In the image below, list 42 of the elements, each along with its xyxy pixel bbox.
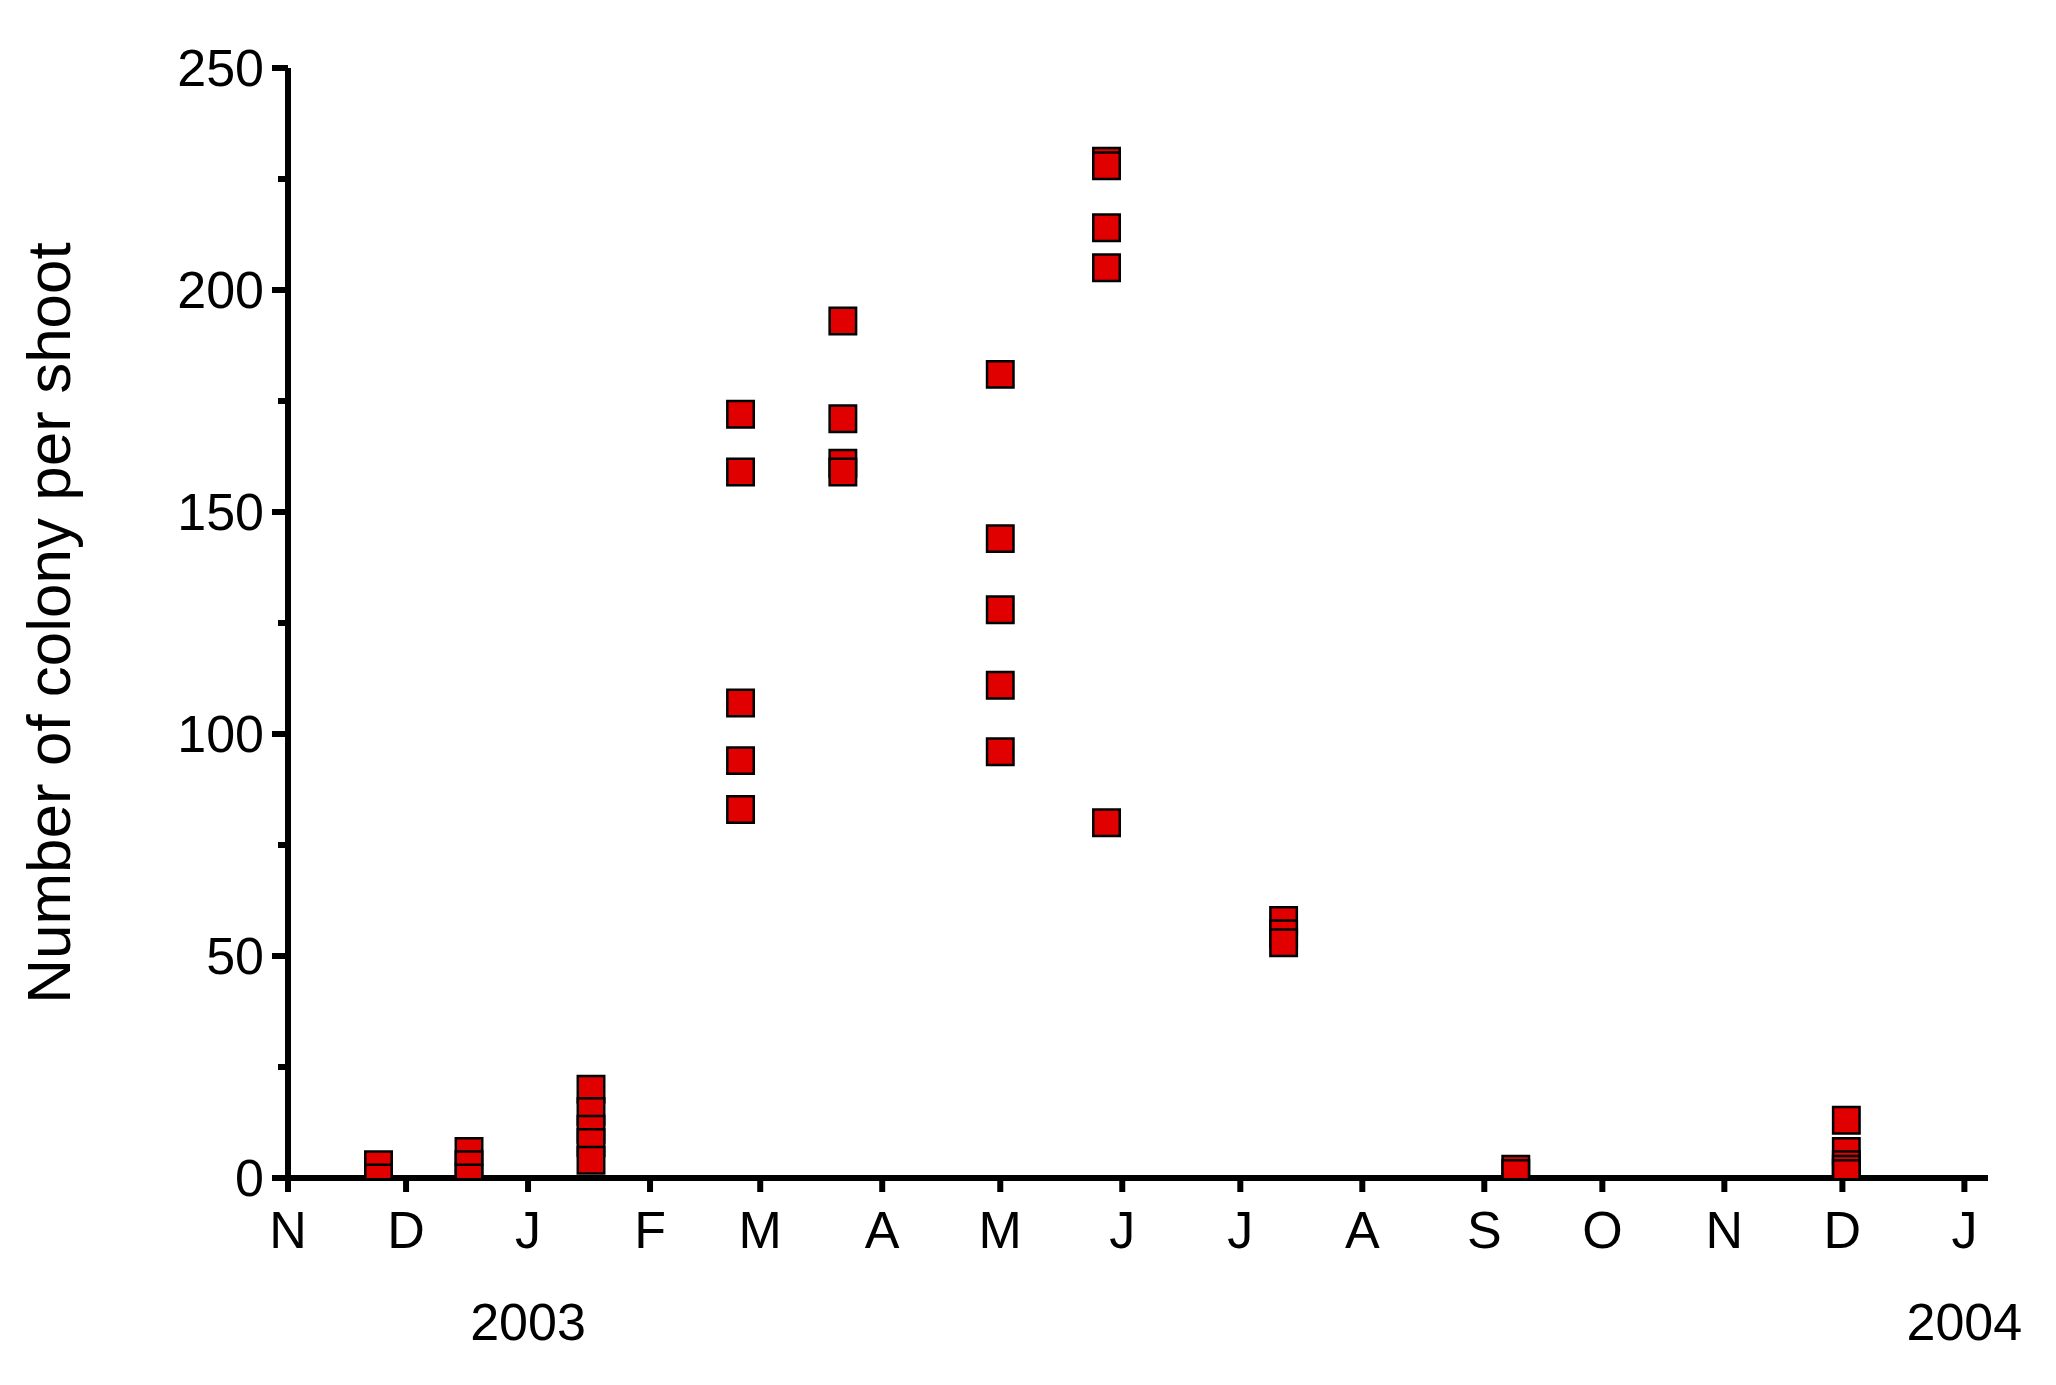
point (1831, 1105, 1861, 1135)
x-tick-label: J (1109, 1201, 1136, 1259)
y-axis-title: Number of colony per shoot (14, 242, 84, 1004)
y-tick-label: 150 (177, 483, 264, 541)
y-tick-label: 250 (177, 39, 264, 97)
x-tick-label: M (738, 1201, 782, 1259)
point (726, 399, 756, 429)
point (985, 737, 1015, 767)
point (828, 404, 858, 434)
point (726, 795, 756, 824)
point (1092, 253, 1121, 283)
point (726, 688, 756, 718)
point (726, 746, 756, 776)
x-tick-label: N (269, 1201, 307, 1259)
x-tick-label: A (864, 1201, 900, 1259)
point (985, 595, 1015, 625)
point (1092, 808, 1121, 838)
x-tick-label: D (387, 1201, 425, 1259)
x-tick-label: O (1582, 1201, 1623, 1259)
x-tick-label: A (1344, 1201, 1380, 1259)
x-tick-label: J 2003 (470, 1201, 586, 1351)
y-tick-label: 100 (177, 705, 264, 763)
point (576, 1145, 606, 1175)
x-tick-label: J (1227, 1201, 1254, 1259)
point (1092, 151, 1121, 181)
point (1269, 928, 1299, 958)
point (828, 306, 858, 336)
x-tick-label: F (634, 1201, 666, 1259)
y-tick-label: 200 (177, 261, 264, 319)
x-tick-label: S (1466, 1201, 1502, 1259)
x-tick-label: N (1705, 1201, 1744, 1259)
x-tick-label: J 2004 (1906, 1201, 2023, 1351)
point (985, 524, 1015, 554)
point (726, 457, 756, 487)
point (985, 670, 1015, 700)
x-tick-label: D (1823, 1201, 1862, 1259)
x-tick-label: M (978, 1201, 1022, 1259)
point (985, 359, 1015, 389)
point (828, 457, 858, 487)
point (1092, 213, 1121, 243)
y-tick-label: 50 (206, 927, 264, 985)
y-tick-label: 0 (235, 1149, 264, 1207)
